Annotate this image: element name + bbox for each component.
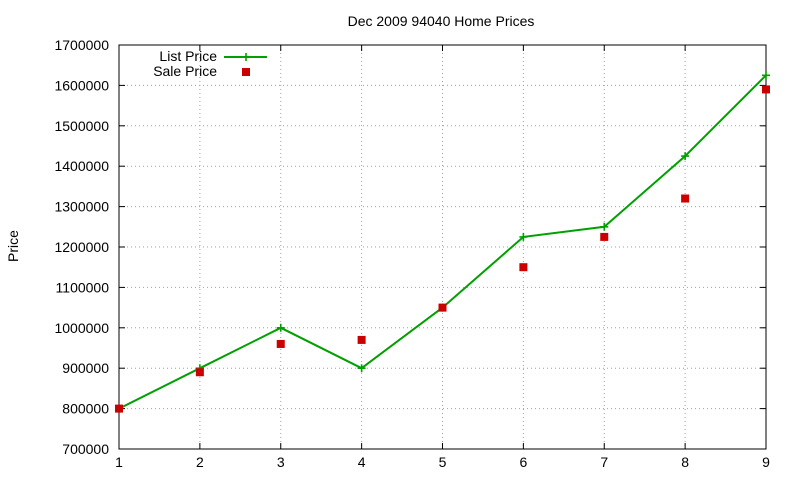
list-price-point <box>762 71 770 80</box>
tick-labels: 700000 800000 900000 1000000 1100000 1200000 1… <box>54 37 770 470</box>
grid <box>119 45 766 449</box>
y-tick-label: 900000 <box>62 360 109 376</box>
y-axis-label: Price <box>5 230 21 262</box>
sale-price-point <box>438 303 447 312</box>
x-tick-label: 2 <box>196 454 204 470</box>
list-price-point <box>357 364 366 373</box>
legend-square-marker-sale-price <box>242 68 250 76</box>
sale-price-point <box>195 368 204 377</box>
y-tick-label: 1000000 <box>54 320 109 336</box>
legend: List Price Sale Price <box>153 48 267 79</box>
list-price-point <box>681 152 690 161</box>
sale-price-point <box>762 85 770 94</box>
x-tick-label: 1 <box>115 454 123 470</box>
x-tick-label: 7 <box>600 454 608 470</box>
sale-price-point <box>519 263 528 272</box>
y-tick-label: 1600000 <box>54 77 109 93</box>
sale-price-point <box>276 339 285 348</box>
sale-price-point <box>357 335 366 344</box>
legend-plus-marker-list-price <box>242 53 250 61</box>
chart-title: Dec 2009 94040 Home Prices <box>348 13 535 29</box>
sale-price-point <box>681 194 690 203</box>
y-tick-label: 1700000 <box>54 37 109 53</box>
x-tick-label: 9 <box>762 454 770 470</box>
x-tick-label: 3 <box>277 454 285 470</box>
list-price-point <box>600 222 609 231</box>
y-tick-label: 1200000 <box>54 239 109 255</box>
y-tick-label: 1500000 <box>54 118 109 134</box>
x-tick-label: 8 <box>681 454 689 470</box>
series <box>115 71 770 413</box>
plot-area-border <box>118 44 767 450</box>
y-tick-label: 800000 <box>62 401 109 417</box>
list-price-point <box>519 232 528 241</box>
sale-price-point <box>600 232 609 241</box>
legend-label-list-price: List Price <box>159 48 217 64</box>
y-tick-label: 1100000 <box>56 279 110 295</box>
legend-label-sale-price: Sale Price <box>153 63 217 79</box>
y-tick-label: 1300000 <box>54 199 109 215</box>
x-tick-label: 5 <box>439 454 447 470</box>
y-tick-label: 1400000 <box>54 158 109 174</box>
y-tick-label: 700000 <box>62 441 109 457</box>
sale-price-point <box>115 404 123 413</box>
x-tick-label: 4 <box>358 454 366 470</box>
list-price-point <box>276 323 285 332</box>
x-tick-label: 6 <box>519 454 527 470</box>
